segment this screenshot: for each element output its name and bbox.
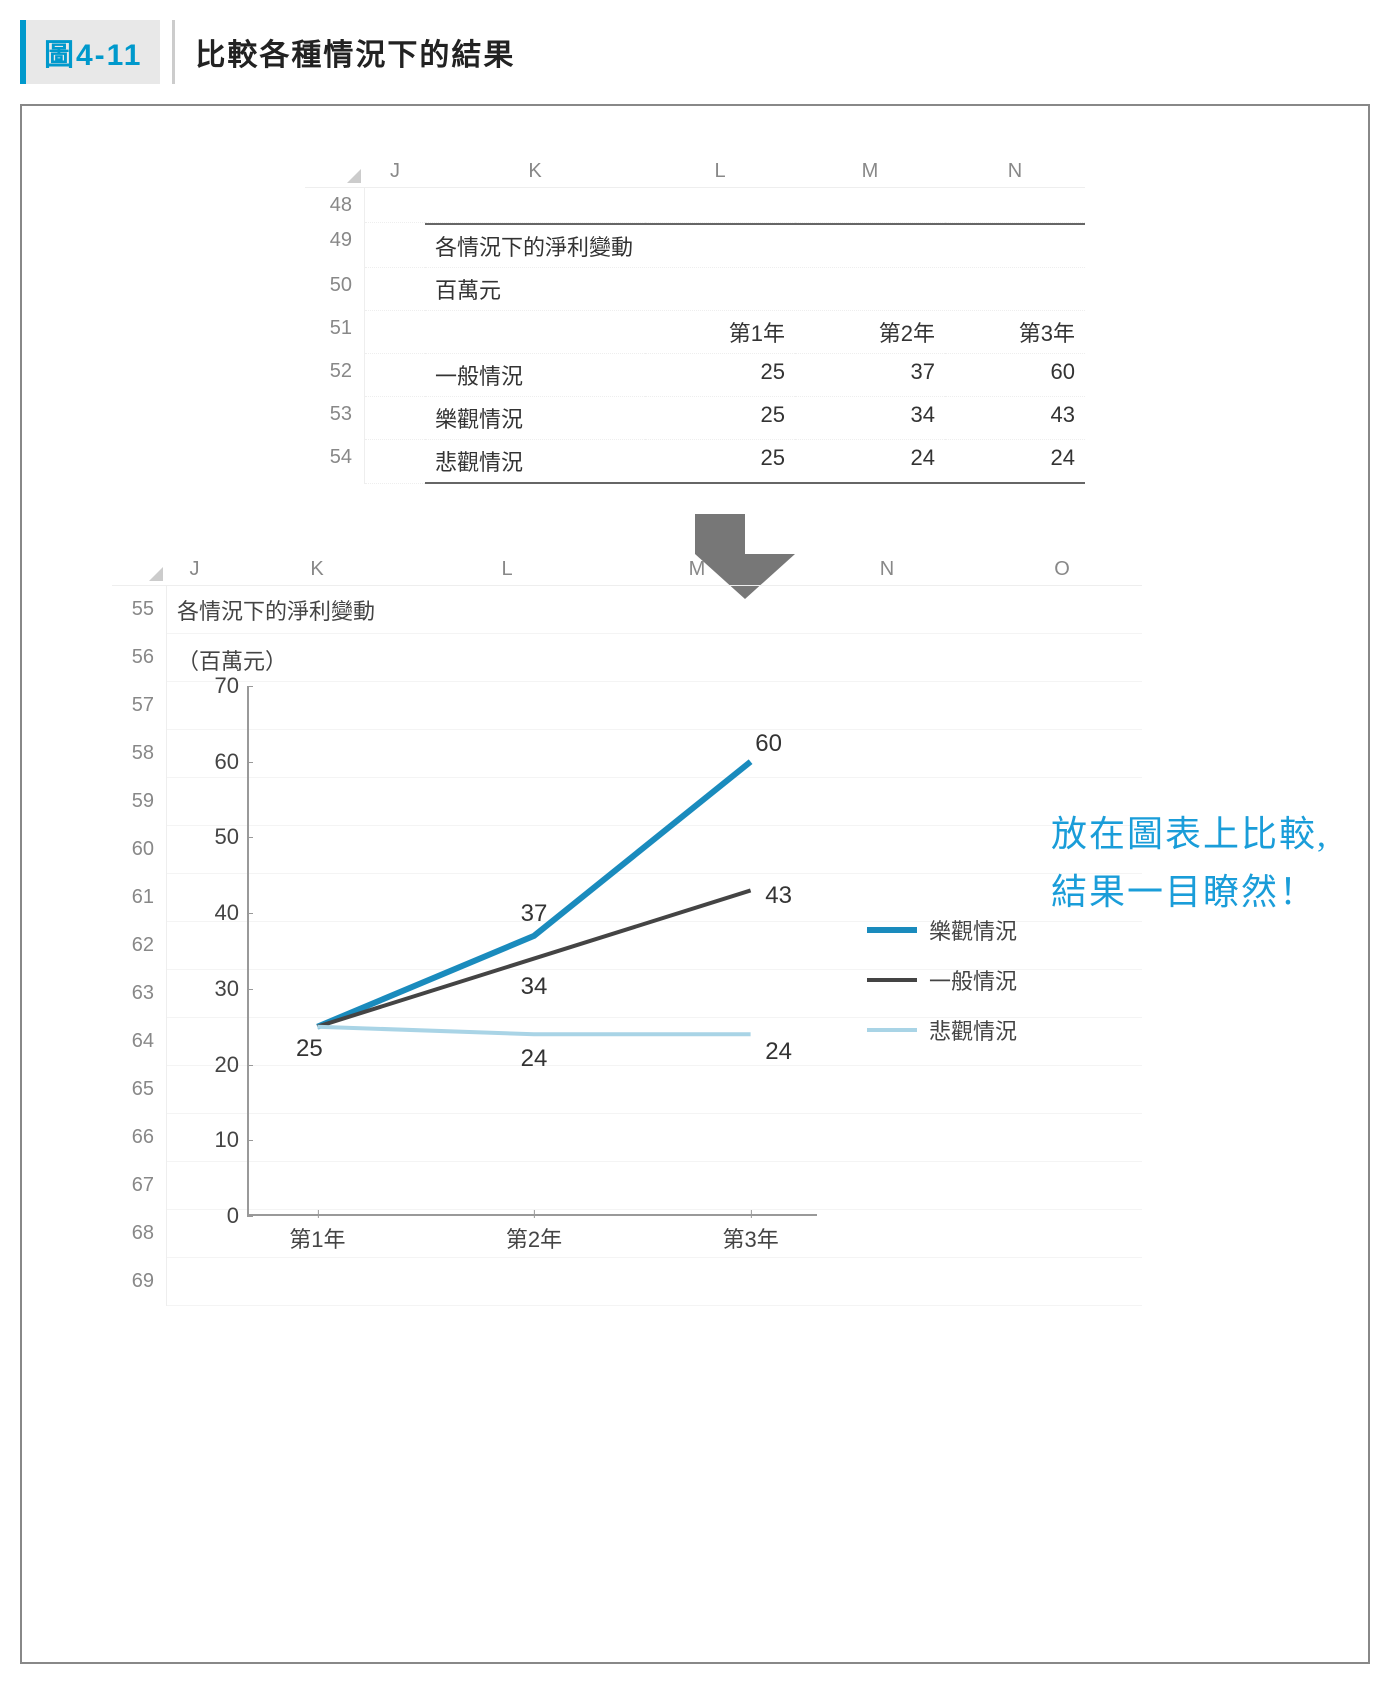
handwritten-annotation: 放在圖表上比較, 結果一目瞭然！	[1051, 806, 1328, 921]
scenario-label: 一般情況	[425, 354, 645, 397]
legend-label: 樂觀情況	[929, 914, 1017, 946]
data-label: 24	[765, 1038, 792, 1066]
series-line	[317, 1027, 750, 1035]
chart-unit: （百萬元）	[177, 644, 287, 676]
table-cell: 37	[795, 354, 945, 397]
table-cell: 60	[945, 354, 1085, 397]
year-header: 第1年	[645, 311, 795, 354]
row-header: 67	[112, 1162, 167, 1210]
row-header: 68	[112, 1210, 167, 1258]
table-unit: 百萬元	[425, 268, 1085, 311]
scenario-label: 悲觀情況	[425, 440, 645, 484]
row-header: 58	[112, 730, 167, 778]
row-header: 60	[112, 826, 167, 874]
y-tick: 30	[199, 976, 239, 1002]
figure-header: 圖4-11 比較各種情況下的結果	[20, 20, 1373, 84]
col-header: K	[425, 156, 645, 188]
col-header: N	[945, 156, 1085, 188]
excel-table: JKLMN4849各情況下的淨利變動50百萬元51第1年第2年第3年52一般情況…	[305, 156, 1085, 484]
y-tick: 40	[199, 900, 239, 926]
data-label: 24	[521, 1045, 548, 1073]
col-header: L	[645, 156, 795, 188]
x-tick: 第2年	[506, 1222, 562, 1254]
row-header: 56	[112, 634, 167, 682]
table-cell: 34	[795, 397, 945, 440]
col-header: J	[365, 156, 425, 188]
table-cell: 24	[795, 440, 945, 484]
chart-title: 各情況下的淨利變動	[177, 594, 375, 626]
row-header: 64	[112, 1018, 167, 1066]
col-header: L	[412, 554, 602, 586]
year-header: 第3年	[945, 311, 1085, 354]
figure-title: 比較各種情況下的結果	[172, 20, 515, 84]
col-header: K	[222, 554, 412, 586]
y-tick: 10	[199, 1127, 239, 1153]
chart-region: JKLMNO 55 各情況下的淨利變動 （百萬元） 0 10 20 30 40 50 60 70 第1年…	[112, 554, 1142, 1306]
row-header: 59	[112, 778, 167, 826]
legend-item: 樂觀情況	[867, 914, 1017, 946]
data-label: 43	[765, 882, 792, 910]
data-label: 37	[521, 900, 548, 928]
col-header: N	[792, 554, 982, 586]
y-tick: 60	[199, 749, 239, 775]
col-header: M	[602, 554, 792, 586]
legend-label: 一般情況	[929, 964, 1017, 996]
col-header: O	[982, 554, 1142, 586]
x-tick: 第3年	[722, 1222, 778, 1254]
legend-item: 悲觀情況	[867, 1014, 1017, 1046]
figure-badge: 圖4-11	[20, 20, 160, 84]
annotation-line: 放在圖表上比較,	[1051, 806, 1328, 864]
data-label: 25	[296, 1035, 323, 1063]
data-label: 60	[755, 730, 782, 758]
scenario-label: 樂觀情況	[425, 397, 645, 440]
content-frame: JKLMN4849各情況下的淨利變動50百萬元51第1年第2年第3年52一般情況…	[20, 104, 1370, 1664]
chart-plot: 010203040506070第1年第2年第3年25373424604324	[247, 686, 817, 1216]
legend-swatch	[867, 927, 917, 933]
col-header: M	[795, 156, 945, 188]
table-cell: 25	[645, 397, 795, 440]
table-cell: 24	[945, 440, 1085, 484]
table-title: 各情況下的淨利變動	[425, 223, 1085, 268]
row-header: 65	[112, 1066, 167, 1114]
y-tick: 0	[199, 1203, 239, 1229]
legend-item: 一般情況	[867, 964, 1017, 996]
year-header: 第2年	[795, 311, 945, 354]
row-header: 66	[112, 1114, 167, 1162]
legend-swatch	[867, 1028, 917, 1032]
table-cell: 25	[645, 440, 795, 484]
table-cell: 25	[645, 354, 795, 397]
data-label: 34	[521, 973, 548, 1001]
row-header: 61	[112, 874, 167, 922]
row-header: 55	[112, 586, 167, 634]
table-cell: 43	[945, 397, 1085, 440]
y-tick: 20	[199, 1052, 239, 1078]
x-tick: 第1年	[289, 1222, 345, 1254]
chart-legend: 樂觀情況一般情況悲觀情況	[867, 896, 1017, 1064]
row-header: 69	[112, 1258, 167, 1306]
row-header: 62	[112, 922, 167, 970]
legend-label: 悲觀情況	[929, 1014, 1017, 1046]
row-header: 57	[112, 682, 167, 730]
y-tick: 70	[199, 673, 239, 699]
y-tick: 50	[199, 824, 239, 850]
col-header: J	[167, 554, 222, 586]
annotation-line: 結果一目瞭然！	[1051, 864, 1328, 922]
row-header: 63	[112, 970, 167, 1018]
chart-body: 各情況下的淨利變動 （百萬元） 0 10 20 30 40 50 60 70 第1年 第2年 第3年 25…	[167, 586, 1142, 1306]
legend-swatch	[867, 978, 917, 982]
